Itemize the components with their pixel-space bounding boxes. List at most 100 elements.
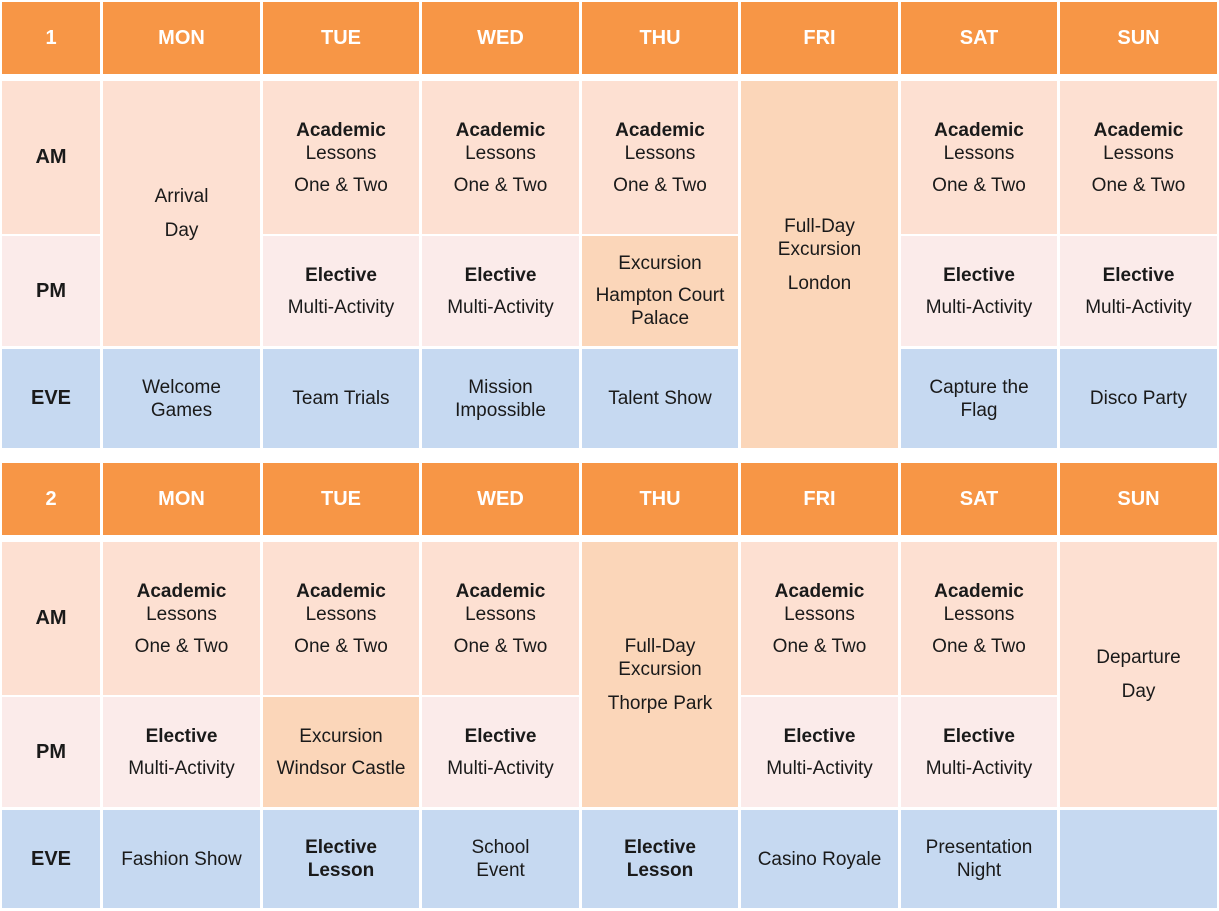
row-label-pm: PM [2, 236, 100, 346]
elective-title: Elective [464, 264, 537, 286]
academic-cell-wed: Academic Lessons One & Two [422, 542, 579, 695]
academic-line-2: One & Two [294, 635, 388, 657]
elective-title: Elective [943, 264, 1015, 286]
full-day-excursion-london: Full-Day Excursion London [741, 81, 898, 448]
evening-cell-thu: Elective Lesson [582, 810, 738, 908]
evening-line-2: Night [956, 860, 1002, 881]
elective-title: Elective [464, 725, 537, 747]
elective-cell-wed: Elective Multi-Activity [422, 236, 579, 346]
full-day-line-1: Full-Day [624, 635, 696, 657]
elective-cell-mon: Elective Multi-Activity [103, 697, 260, 807]
academic-line-1: Lessons [1103, 142, 1174, 164]
elective-title: Elective [943, 725, 1015, 747]
evening-cell-tue: Team Trials [263, 349, 419, 448]
day-header-thu: THU [582, 463, 738, 535]
academic-line-1: Lessons [146, 603, 217, 625]
evening-cell-fri: Casino Royale [741, 810, 898, 908]
day-header-thu: THU [582, 2, 738, 74]
academic-line-1: Lessons [943, 603, 1015, 625]
row-label-eve: EVE [2, 810, 100, 908]
elective-line-1: Multi-Activity [1085, 296, 1192, 318]
full-day-line-1: Full-Day [784, 215, 855, 237]
evening-cell-sun: Disco Party [1060, 349, 1217, 448]
elective-line-1: Multi-Activity [925, 757, 1033, 779]
evening-line-1: Elective [624, 837, 696, 858]
full-day-line-3: London [787, 272, 852, 294]
evening-cell-sat: Presentation Night [901, 810, 1057, 908]
week-number: 1 [2, 2, 100, 74]
row-label-am: AM [2, 542, 100, 695]
academic-line-2: One & Two [453, 174, 548, 196]
departure-day-cell: Departure Day [1060, 542, 1217, 807]
academic-title: Academic [934, 580, 1024, 602]
evening-cell-thu: Talent Show [582, 349, 738, 448]
evening-cell-wed: School Event [422, 810, 579, 908]
academic-title: Academic [296, 580, 386, 602]
academic-cell-wed: Academic Lessons One & Two [422, 81, 579, 234]
elective-cell-sun: Elective Multi-Activity [1060, 236, 1217, 346]
elective-title: Elective [783, 725, 856, 747]
arrival-line-2: Day [164, 220, 199, 241]
evening-line-1: Welcome [142, 376, 221, 398]
elective-line-1: Multi-Activity [447, 296, 554, 318]
evening-line-1: School [471, 837, 530, 858]
evening-cell-mon: Welcome Games [103, 349, 260, 448]
academic-line-2: One & Two [613, 174, 707, 196]
academic-cell-tue: Academic Lessons One & Two [263, 542, 419, 695]
day-header-tue: TUE [263, 2, 419, 74]
academic-line-2: One & Two [453, 635, 548, 657]
academic-line-2: One & Two [932, 174, 1026, 196]
elective-line-1: Multi-Activity [766, 757, 873, 779]
day-header-sat: SAT [901, 2, 1057, 74]
full-day-line-2: Excursion [777, 238, 862, 260]
full-day-line-3: Thorpe Park [607, 692, 713, 714]
day-header-sat: SAT [901, 463, 1057, 535]
arrival-day-cell: Arrival Day [103, 81, 260, 346]
week-number: 2 [2, 463, 100, 535]
evening-cell-mon: Fashion Show [103, 810, 260, 908]
elective-title: Elective [1102, 264, 1175, 286]
evening-line-1: Capture the [929, 376, 1029, 398]
academic-line-1: Lessons [624, 142, 696, 164]
evening-line-2: Games [150, 399, 213, 421]
full-day-excursion-thorpe-park: Full-Day Excursion Thorpe Park [582, 542, 738, 807]
excursion-hampton-court: Excursion Hampton Court Palace [582, 236, 738, 346]
day-header-mon: MON [103, 2, 260, 74]
academic-line-1: Lessons [465, 142, 536, 164]
row-label-pm: PM [2, 697, 100, 807]
academic-title: Academic [615, 119, 705, 141]
academic-cell-tue: Academic Lessons One & Two [263, 81, 419, 234]
elective-cell-tue: Elective Multi-Activity [263, 236, 419, 346]
elective-line-1: Multi-Activity [287, 296, 395, 318]
academic-line-1: Lessons [305, 142, 377, 164]
academic-line-2: One & Two [932, 635, 1026, 657]
evening-line-2: Lesson [626, 860, 694, 881]
academic-title: Academic [455, 119, 546, 141]
row-label-eve: EVE [2, 349, 100, 448]
academic-line-2: One & Two [294, 174, 388, 196]
excursion-windsor-castle: Excursion Windsor Castle [263, 697, 419, 807]
elective-title: Elective [145, 725, 218, 747]
day-header-sun: SUN [1060, 2, 1217, 74]
row-label-am: AM [2, 81, 100, 234]
excursion-place-line-2: Palace [630, 308, 690, 329]
academic-line-1: Lessons [784, 603, 855, 625]
elective-cell-sat: Elective Multi-Activity [901, 236, 1057, 346]
academic-title: Academic [455, 580, 546, 602]
academic-title: Academic [774, 580, 865, 602]
evening-line-1: Fashion Show [121, 848, 242, 870]
day-header-tue: TUE [263, 463, 419, 535]
day-header-wed: WED [422, 2, 579, 74]
evening-line-2: Event [476, 860, 525, 881]
evening-cell-wed: Mission Impossible [422, 349, 579, 448]
excursion-place-line-1: Hampton Court [595, 285, 725, 306]
academic-line-1: Lessons [465, 603, 536, 625]
evening-cell-sun [1060, 810, 1217, 908]
academic-cell-sat: Academic Lessons One & Two [901, 81, 1057, 234]
elective-cell-sat: Elective Multi-Activity [901, 697, 1057, 807]
day-header-wed: WED [422, 463, 579, 535]
elective-title: Elective [305, 264, 377, 286]
excursion-place: Windsor Castle [276, 757, 406, 779]
day-header-fri: FRI [741, 2, 898, 74]
day-header-mon: MON [103, 463, 260, 535]
